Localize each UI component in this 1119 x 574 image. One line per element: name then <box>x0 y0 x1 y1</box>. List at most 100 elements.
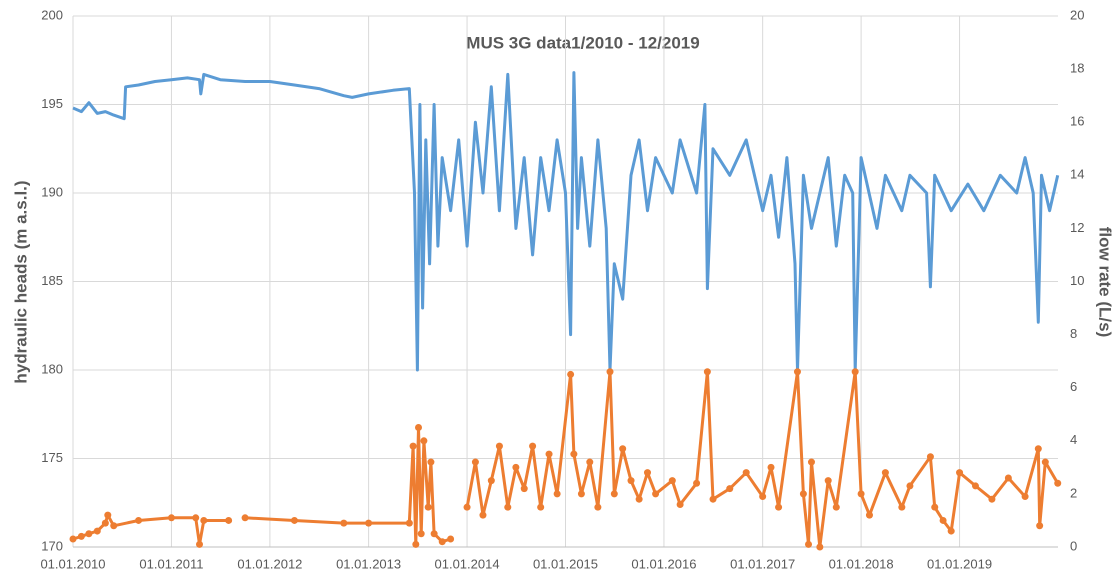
data-point <box>553 490 561 498</box>
data-point <box>412 540 420 548</box>
data-point <box>417 530 425 538</box>
y2-tick-label: 8 <box>1070 326 1077 341</box>
data-point <box>726 485 734 493</box>
data-point <box>471 458 479 466</box>
x-tick-label: 01.01.2012 <box>237 556 302 571</box>
data-point <box>947 527 955 535</box>
data-point <box>110 522 118 530</box>
y2-tick-label: 0 <box>1070 538 1077 553</box>
data-point <box>742 469 750 477</box>
data-point <box>104 511 112 519</box>
data-point <box>537 503 545 511</box>
data-point <box>101 519 109 527</box>
data-point <box>77 532 85 540</box>
data-point <box>676 501 684 509</box>
data-point <box>420 437 428 445</box>
data-point <box>805 540 813 548</box>
data-point <box>832 503 840 511</box>
data-point <box>668 477 676 485</box>
data-point <box>463 503 471 511</box>
data-point <box>851 368 859 376</box>
y2-tick-label: 14 <box>1070 167 1084 182</box>
data-point <box>1004 474 1012 482</box>
data-point <box>881 469 889 477</box>
data-point <box>1041 458 1049 466</box>
chart-title: MUS 3G data1/2010 - 12/2019 <box>466 33 699 52</box>
x-tick-label: 01.01.2010 <box>40 556 105 571</box>
x-tick-label: 01.01.2014 <box>435 556 500 571</box>
data-point <box>931 503 939 511</box>
data-point <box>939 516 947 524</box>
data-point <box>956 469 964 477</box>
data-point <box>775 503 783 511</box>
data-point <box>926 453 934 461</box>
data-point <box>415 424 423 432</box>
y2-tick-label: 2 <box>1070 485 1077 500</box>
data-point <box>135 516 143 524</box>
x-tick-label: 01.01.2015 <box>533 556 598 571</box>
data-point <box>529 442 537 450</box>
data-point <box>898 503 906 511</box>
data-point <box>545 450 553 458</box>
data-point <box>1021 493 1029 501</box>
y2-tick-label: 12 <box>1070 220 1084 235</box>
data-point <box>427 458 435 466</box>
data-point <box>93 527 101 535</box>
data-point <box>504 503 512 511</box>
data-point <box>627 477 635 485</box>
y2-tick-label: 4 <box>1070 432 1077 447</box>
data-point <box>857 490 865 498</box>
data-point <box>1036 522 1044 530</box>
data-point <box>816 543 824 551</box>
data-point <box>767 463 775 471</box>
data-point <box>340 519 348 527</box>
data-point <box>409 442 417 450</box>
x-tick-label: 01.01.2011 <box>139 556 203 571</box>
y2-tick-label: 10 <box>1070 273 1084 288</box>
data-point <box>610 490 618 498</box>
y-tick-label: 200 <box>41 7 63 22</box>
y-tick-label: 185 <box>41 273 63 288</box>
data-point <box>865 511 873 519</box>
data-point <box>479 511 487 519</box>
data-point <box>594 503 602 511</box>
data-point <box>200 516 208 524</box>
data-point <box>241 514 249 522</box>
data-point <box>447 535 455 543</box>
x-tick-label: 01.01.2013 <box>336 556 401 571</box>
y2-tick-label: 16 <box>1070 114 1084 129</box>
x-tick-label: 01.01.2019 <box>927 556 992 571</box>
data-point <box>606 368 614 376</box>
data-point <box>495 442 503 450</box>
data-point <box>619 445 627 453</box>
data-point <box>988 495 996 503</box>
data-point <box>693 479 701 487</box>
y2-axis-title: flow rate (L/s) <box>1096 227 1115 338</box>
data-point <box>430 530 438 538</box>
data-point <box>69 535 77 543</box>
y2-tick-label: 18 <box>1070 61 1084 76</box>
data-point <box>365 519 373 527</box>
y-tick-label: 170 <box>41 538 63 553</box>
data-point <box>703 368 711 376</box>
data-point <box>520 485 528 493</box>
data-point <box>906 482 914 490</box>
data-point <box>424 503 432 511</box>
y-tick-label: 175 <box>41 450 63 465</box>
data-point <box>567 370 575 378</box>
x-tick-label: 01.01.2018 <box>829 556 894 571</box>
data-point <box>652 490 660 498</box>
x-tick-label: 01.01.2017 <box>730 556 795 571</box>
data-point <box>577 490 585 498</box>
data-point <box>971 482 979 490</box>
data-point <box>759 493 767 501</box>
data-point <box>290 516 298 524</box>
y-tick-label: 195 <box>41 96 63 111</box>
data-point <box>1034 445 1042 453</box>
data-point <box>824 477 832 485</box>
data-point <box>405 519 413 527</box>
data-point <box>635 495 643 503</box>
series-line <box>72 71 1060 372</box>
data-point <box>793 368 801 376</box>
data-point <box>709 495 717 503</box>
